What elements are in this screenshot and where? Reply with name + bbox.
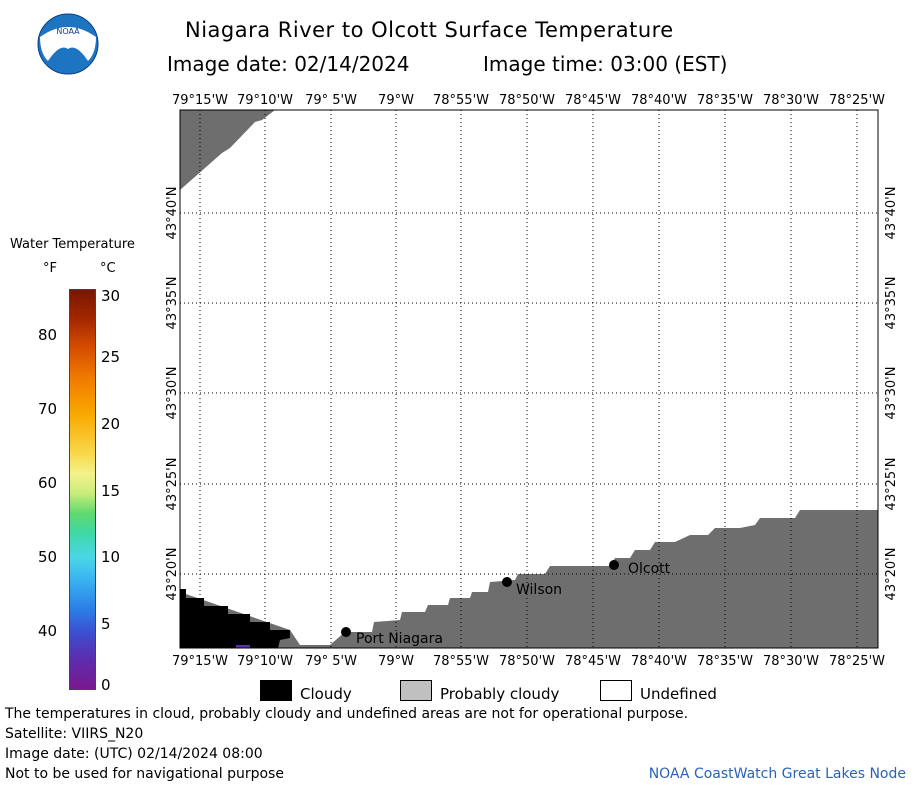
f-tick: 60 [38,474,58,492]
lat-label-left: 43°35'N [165,277,180,330]
lat-label-left: 43°20'N [165,548,180,601]
map-grid [180,110,878,648]
cloud-edge [236,645,250,648]
lon-label-bottom: 79°15'W [172,654,228,669]
lon-label-top: 78°35'W [697,93,753,108]
legend-label-cloudy: Cloudy [300,685,352,703]
temperature-colorbar [69,289,96,690]
disclaimer-text: The temperatures in cloud, probably clou… [5,706,689,722]
c-tick: 30 [101,287,121,305]
lat-label-right: 43°35'N [884,277,899,330]
lon-label-top: 78°50'W [499,93,555,108]
lon-label-bottom: 78°40'W [631,654,687,669]
land-northwest [180,110,275,190]
lon-label-bottom: 78°30'W [763,654,819,669]
c-tick: 10 [101,548,121,566]
lon-label-bottom: 78°25'W [829,654,885,669]
legend-swatch-probably-cloudy [400,680,432,701]
place-label-olcott: Olcott [628,561,671,577]
legend-swatch-undefined [600,680,632,701]
cloud-area [180,589,290,648]
lat-label-left: 43°25'N [165,458,180,511]
lon-label-top: 78°45'W [565,93,621,108]
land-south-shore [180,510,878,648]
satellite-text: Satellite: VIIRS_N20 [5,726,144,742]
f-tick: 50 [38,548,58,566]
legend-label-probably-cloudy: Probably cloudy [440,685,560,703]
lon-label-top: 78°30'W [763,93,819,108]
lon-label-top: 79°15'W [172,93,228,108]
image-time: Image time: 03:00 (EST) [483,52,728,76]
f-tick: 80 [38,326,58,344]
f-tick: 40 [38,622,58,640]
utc-date-text: Image date: (UTC) 02/14/2024 08:00 [5,746,263,762]
place-label-port-niagara: Port Niagara [356,631,443,647]
lat-label-right: 43°25'N [884,458,899,511]
lon-label-bottom: 78°55'W [433,654,489,669]
lon-label-top: 79°W [378,93,414,108]
lat-label-right: 43°20'N [884,548,899,601]
lon-label-bottom: 78°50'W [499,654,555,669]
lon-label-top: 78°55'W [433,93,489,108]
credit-text: NOAA CoastWatch Great Lakes Node [648,766,906,782]
navigation-warning: Not to be used for navigational purpose [5,766,284,782]
lon-label-bottom: 79° 5'W [305,654,357,669]
c-tick: 0 [101,676,111,694]
map-frame [179,109,879,649]
lon-label-bottom: 78°45'W [565,654,621,669]
unit-celsius: °C [100,261,116,276]
c-tick: 20 [101,415,121,433]
logo-text: NOAA [56,27,80,36]
unit-fahrenheit: °F [43,261,57,276]
lat-label-right: 43°30'N [884,367,899,420]
page-title: Niagara River to Olcott Surface Temperat… [185,18,674,42]
lat-label-left: 43°40'N [165,187,180,240]
legend-swatch-cloudy [260,680,292,701]
lon-label-bottom: 78°35'W [697,654,753,669]
f-tick: 70 [38,400,58,418]
map: Port Niagara Wilson Olcott 79°15'W 79°10'… [165,93,899,669]
scale-title: Water Temperature [10,237,135,252]
noaa-logo-icon: NOAA [37,13,99,75]
lon-label-top: 79°10'W [237,93,293,108]
lon-label-bottom: 79°W [378,654,414,669]
place-marker-olcott [609,560,619,570]
place-marker-wilson [502,577,512,587]
lon-label-top: 79° 5'W [305,93,357,108]
lon-label-top: 78°40'W [631,93,687,108]
c-tick: 25 [101,348,121,366]
lat-label-left: 43°30'N [165,367,180,420]
place-marker-port-niagara [341,627,351,637]
legend-label-undefined: Undefined [640,685,717,703]
c-tick: 5 [101,615,111,633]
image-date: Image date: 02/14/2024 [167,52,410,76]
lon-label-bottom: 79°10'W [237,654,293,669]
lat-label-right: 43°40'N [884,187,899,240]
place-label-wilson: Wilson [516,582,562,598]
c-tick: 15 [101,482,121,500]
lon-label-top: 78°25'W [829,93,885,108]
